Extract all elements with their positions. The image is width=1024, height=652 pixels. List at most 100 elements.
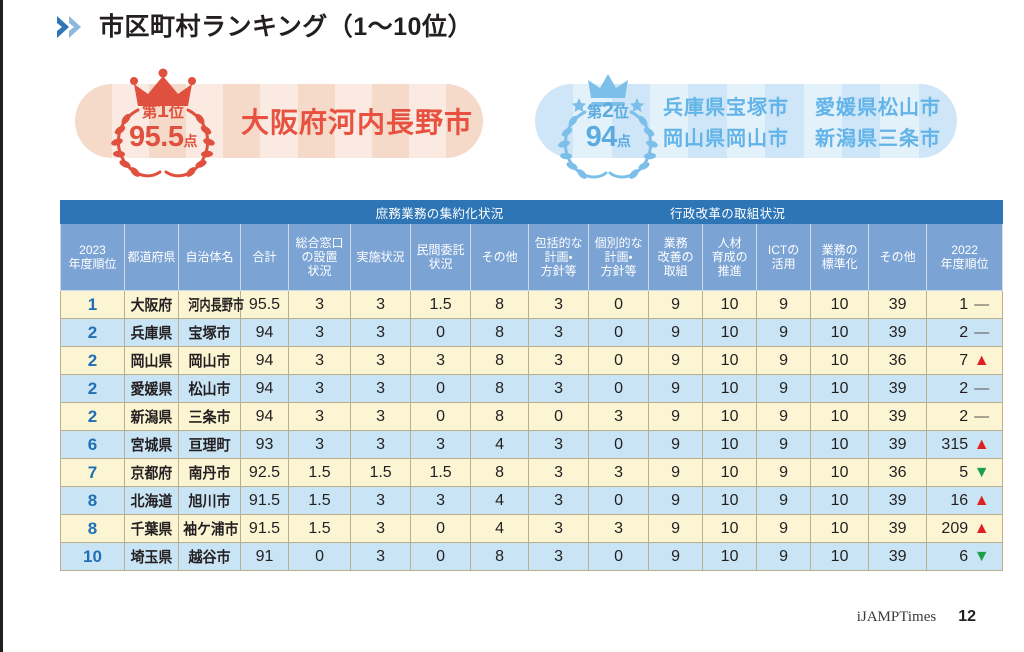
cell-madoguchi: 0 <box>287 542 352 571</box>
column-header-5: 実施状況 <box>350 223 412 291</box>
cell-minkan: 0 <box>410 374 472 403</box>
cell-madoguchi: 3 <box>287 374 352 403</box>
previous-rank-value: 2 <box>959 407 969 425</box>
cell-sonota2: 39 <box>868 290 928 319</box>
cell-previous-rank: 1— <box>926 290 1004 319</box>
cell-minkan: 0 <box>410 402 472 431</box>
cell-kobetsu: 3 <box>588 514 650 543</box>
group-header-0 <box>59 200 352 224</box>
cell-madoguchi: 3 <box>287 346 352 375</box>
previous-rank-value: 209 <box>941 519 969 537</box>
cell-municipality: 南丹市 <box>178 458 241 487</box>
cell-madoguchi: 3 <box>287 402 352 431</box>
cell-ict: 9 <box>756 458 812 487</box>
cell-hokatsu: 3 <box>528 318 590 347</box>
column-header-9: 個別的な 計画・ 方針等 <box>588 223 650 291</box>
cell-madoguchi: 3 <box>287 290 352 319</box>
cell-sonota2: 39 <box>868 486 928 515</box>
cell-gyomu: 9 <box>648 486 704 515</box>
cell-previous-rank: 6 ▼ <box>926 542 1004 571</box>
cell-gyomu: 9 <box>648 458 704 487</box>
cell-hyojun: 10 <box>810 318 870 347</box>
cell-municipality: 旭川市 <box>178 486 241 515</box>
table-row: 8 千葉県 袖ケ浦市 91.5 1.5 3 0 4 3 3 9 10 9 10 39 209 ▲ <box>60 514 1004 543</box>
cell-ict: 9 <box>756 290 812 319</box>
column-header-10: 業務 改善の 取組 <box>648 223 704 291</box>
cell-hokatsu: 3 <box>528 346 590 375</box>
trend-flat-icon: — <box>974 324 990 341</box>
column-header-0: 2023 年度順位 <box>60 223 125 291</box>
second-place-municipality-4: 新潟県三条市 <box>815 128 941 150</box>
cell-gyomu: 9 <box>648 374 704 403</box>
previous-rank-value: 7 <box>959 351 969 369</box>
trend-down-icon: ▼ <box>973 547 990 565</box>
cell-rank: 2 <box>60 402 125 431</box>
cell-previous-rank: 2— <box>926 318 1004 347</box>
cell-municipality: 宝塚市 <box>178 318 241 347</box>
cell-sonota2: 39 <box>868 374 928 403</box>
table-row: 8 北海道 旭川市 91.5 1.5 3 3 4 3 0 9 10 9 10 39 16 ▲ <box>60 486 1004 515</box>
second-place-pill: 兵庫県宝塚市 愛媛県松山市 岡山県岡山市 新潟県三条市 <box>535 84 957 158</box>
cell-gyomu: 9 <box>648 318 704 347</box>
column-header-1: 都道府県 <box>124 223 179 291</box>
cell-minkan: 1.5 <box>410 458 472 487</box>
cell-prefecture: 京都府 <box>124 458 179 487</box>
cell-hyojun: 10 <box>810 402 870 431</box>
cell-minkan: 3 <box>410 430 472 459</box>
trend-flat-icon: — <box>974 380 990 397</box>
table-row: 6 宮城県 亘理町 93 3 3 3 4 3 0 9 10 9 10 39 315 ▲ <box>60 430 1004 459</box>
trend-up-icon: ▲ <box>973 519 990 537</box>
cell-hokatsu: 3 <box>528 458 590 487</box>
cell-hokatsu: 3 <box>528 486 590 515</box>
cell-jisshi: 3 <box>350 486 412 515</box>
cell-prefecture: 新潟県 <box>124 402 179 431</box>
previous-rank-value: 2 <box>959 323 969 341</box>
cell-jinzai: 10 <box>702 290 758 319</box>
cell-rank: 8 <box>60 514 125 543</box>
cell-previous-rank: 7 ▲ <box>926 346 1004 375</box>
group-header-2: 行政改革の取組状況 <box>528 200 928 224</box>
cell-sonota1: 8 <box>470 542 530 571</box>
column-header-11: 人材 育成の 推進 <box>702 223 758 291</box>
cell-jisshi: 3 <box>350 346 412 375</box>
table-group-header-row: 庶務業務の集約化状況 行政改革の取組状況 <box>59 200 1004 224</box>
cell-sonota2: 39 <box>868 430 928 459</box>
column-header-8: 包括的な 計画・ 方針等 <box>528 223 590 291</box>
cell-gyomu: 9 <box>648 402 704 431</box>
column-header-2: 自治体名 <box>178 223 241 291</box>
cell-kobetsu: 3 <box>588 458 650 487</box>
column-header-13: 業務の 標準化 <box>810 223 870 291</box>
cell-hyojun: 10 <box>810 346 870 375</box>
trend-up-icon: ▲ <box>973 435 990 453</box>
cell-jinzai: 10 <box>702 458 758 487</box>
cell-minkan: 1.5 <box>410 290 472 319</box>
double-chevron-right-icon <box>55 14 89 40</box>
cell-rank: 10 <box>60 542 125 571</box>
cell-jisshi: 3 <box>350 430 412 459</box>
cell-previous-rank: 209 ▲ <box>926 514 1004 543</box>
cell-municipality: 越谷市 <box>178 542 241 571</box>
cell-jisshi: 3 <box>350 542 412 571</box>
cell-rank: 6 <box>60 430 125 459</box>
cell-total: 91 <box>240 542 289 571</box>
cell-total: 95.5 <box>240 290 289 319</box>
cell-rank: 2 <box>60 346 125 375</box>
table-row: 10 埼玉県 越谷市 91 0 3 0 8 3 0 9 10 9 10 39 6 ▼ <box>60 542 1004 571</box>
second-place-stripes <box>535 84 957 158</box>
cell-sonota2: 39 <box>868 514 928 543</box>
cell-prefecture: 千葉県 <box>124 514 179 543</box>
previous-rank-value: 6 <box>959 547 969 565</box>
cell-ict: 9 <box>756 486 812 515</box>
cell-sonota2: 36 <box>868 346 928 375</box>
cell-minkan: 0 <box>410 514 472 543</box>
trend-up-icon: ▲ <box>973 351 990 369</box>
second-place-line-1: 兵庫県宝塚市 愛媛県松山市 <box>663 91 941 120</box>
cell-prefecture: 岡山県 <box>124 346 179 375</box>
cell-ict: 9 <box>756 542 812 571</box>
cell-prefecture: 宮城県 <box>124 430 179 459</box>
cell-madoguchi: 3 <box>287 318 352 347</box>
cell-kobetsu: 0 <box>588 346 650 375</box>
cell-rank: 2 <box>60 318 125 347</box>
column-header-6: 民間委託 状況 <box>410 223 472 291</box>
cell-ict: 9 <box>756 402 812 431</box>
